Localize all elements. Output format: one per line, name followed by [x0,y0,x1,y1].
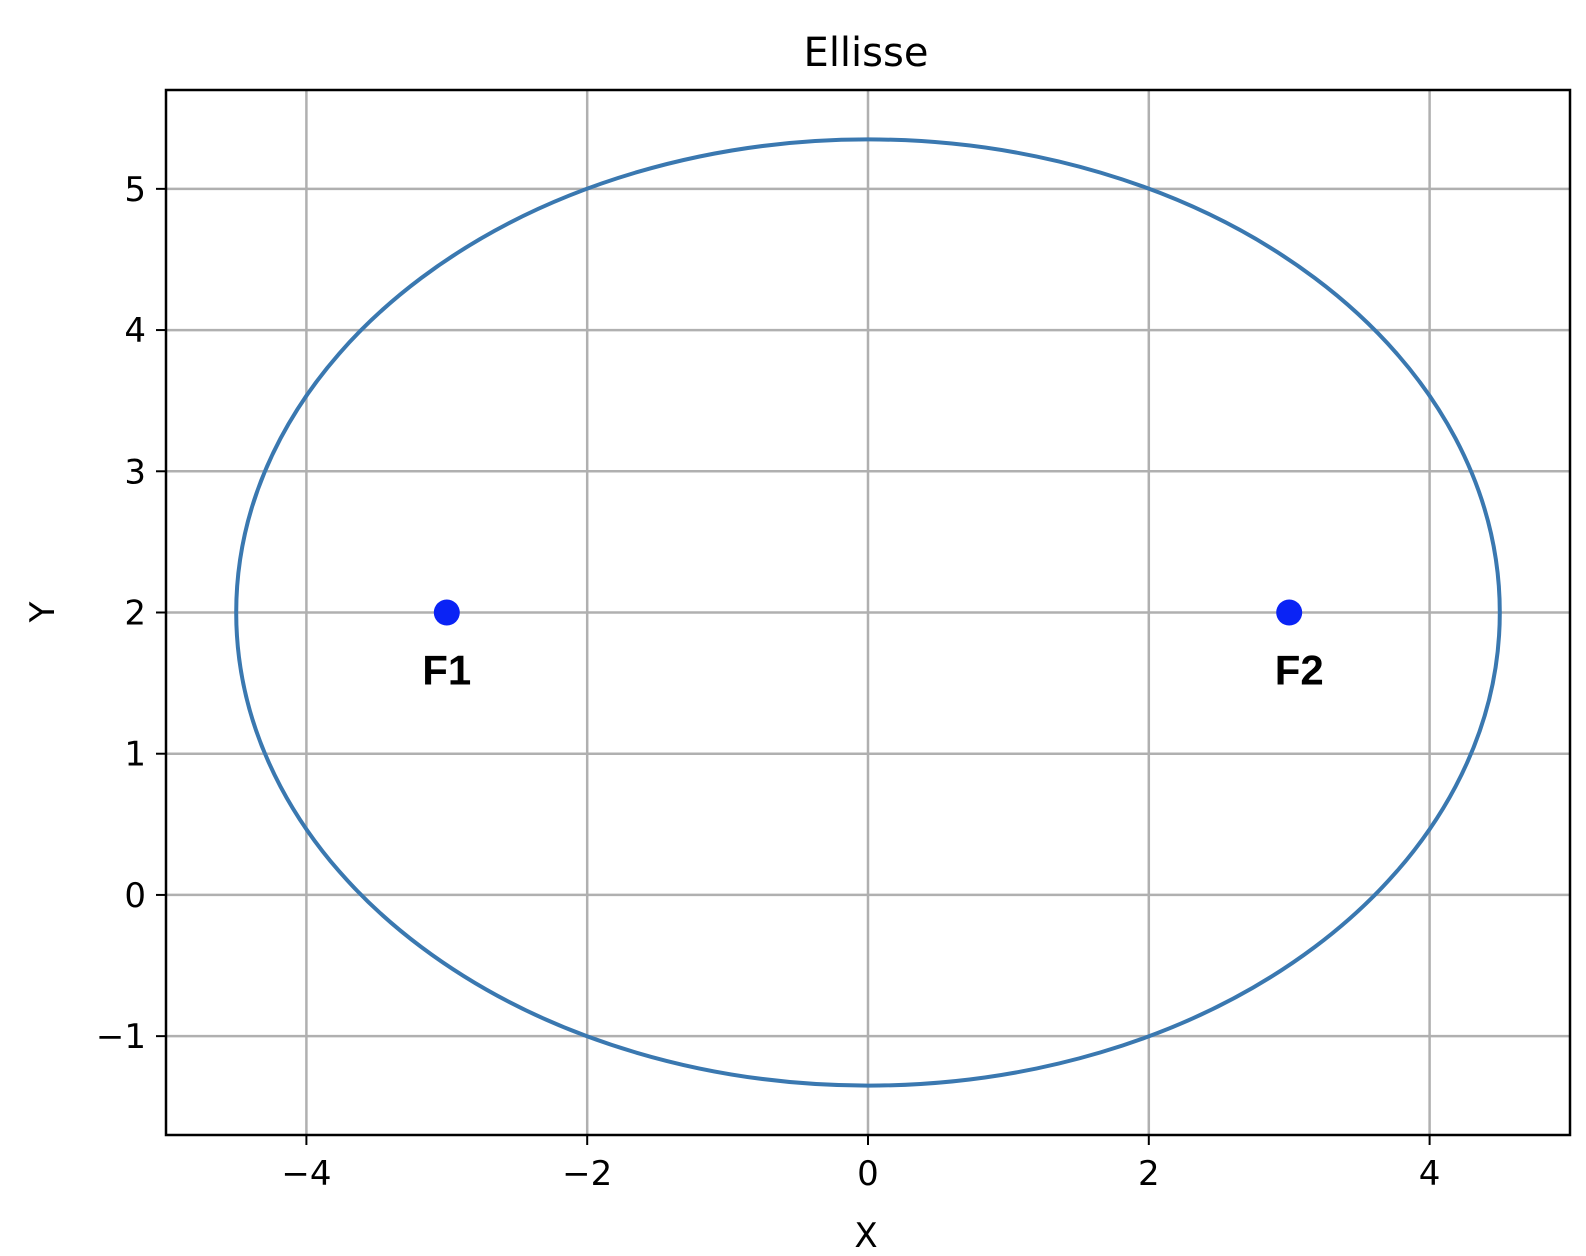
x-tick-label: −4 [281,1154,331,1194]
y-tick-label: 3 [124,452,146,492]
ellipse-curve [234,137,1502,1088]
points-layer: F1 F2 [422,599,1324,694]
x-tick-label: 4 [1419,1154,1441,1194]
y-tick-label: 2 [124,594,146,634]
focus-point-f2 [1276,599,1303,626]
x-axis-label: X [854,1216,877,1256]
y-tick-label: −1 [96,1017,146,1057]
y-axis-label: Y [23,601,63,623]
y-tick-label: 4 [124,311,146,351]
x-tick-label: −2 [562,1154,612,1194]
chart-title: Ellisse [804,30,929,76]
focus-label-f1: F1 [422,647,471,694]
series-layer [234,137,1502,1088]
ticks: −4 −2 0 2 4 −1 0 1 2 3 4 5 [96,170,1441,1194]
focus-label-f2: F2 [1275,647,1324,694]
x-tick-label: 0 [857,1154,879,1194]
focus-point-f1 [433,599,460,626]
y-tick-label: 0 [124,876,146,916]
grid [166,90,1570,1135]
y-tick-label: 5 [124,170,146,210]
y-tick-label: 1 [124,735,146,775]
x-tick-label: 2 [1138,1154,1160,1194]
